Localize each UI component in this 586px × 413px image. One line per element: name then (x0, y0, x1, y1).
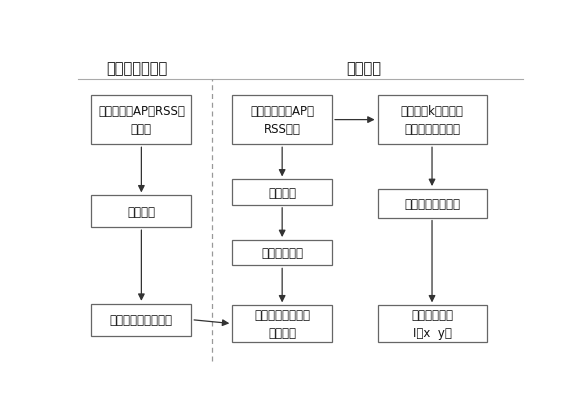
Bar (232, 96, 332, 145)
Text: 取最大的k个相关系
数所对应的参考点: 取最大的k个相关系 数所对应的参考点 (401, 105, 464, 136)
Text: 最终位置坐标
I（x  y）: 最终位置坐标 I（x y） (411, 309, 453, 339)
Text: 二次加权质心算法: 二次加权质心算法 (404, 197, 460, 210)
Bar (91, 304, 191, 336)
Bar (377, 306, 486, 342)
Bar (377, 96, 486, 145)
Text: 滤波处理: 滤波处理 (268, 186, 296, 199)
Text: 参考点不同AP的RSS样
本数据: 参考点不同AP的RSS样 本数据 (98, 105, 185, 136)
Bar (232, 306, 332, 342)
Text: 离线指纹库建立: 离线指纹库建立 (106, 61, 168, 76)
Bar (232, 240, 332, 266)
Text: 计算与不同参考点
相关系数: 计算与不同参考点 相关系数 (254, 309, 310, 339)
Text: 滤波处理: 滤波处理 (127, 205, 155, 218)
Text: 在线定位: 在线定位 (346, 61, 381, 76)
Text: 构建测试矩阵: 构建测试矩阵 (261, 247, 303, 260)
Text: 构建位置指纹数据库: 构建位置指纹数据库 (110, 313, 173, 326)
Bar (232, 180, 332, 205)
Bar (377, 190, 486, 218)
Bar (91, 96, 191, 145)
Bar (91, 196, 191, 228)
Text: 终端接收不同AP的
RSS样本: 终端接收不同AP的 RSS样本 (250, 105, 314, 136)
